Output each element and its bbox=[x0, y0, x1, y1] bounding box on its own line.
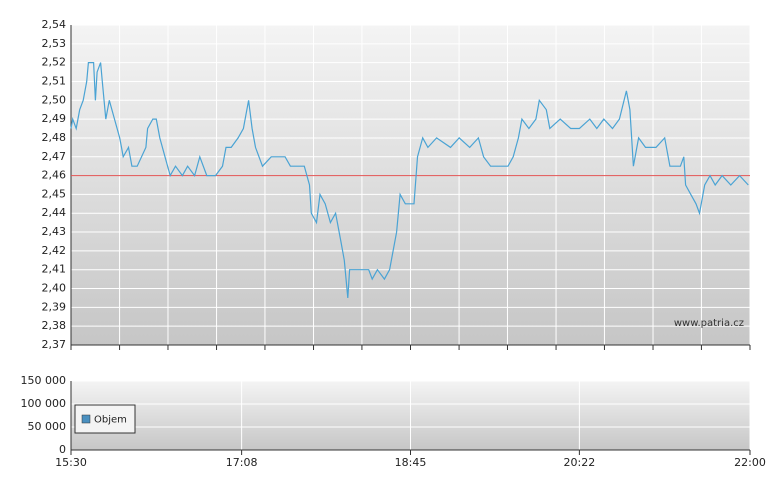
y-tick-label: 100 000 bbox=[21, 397, 67, 410]
y-tick-label: 2,46 bbox=[42, 169, 67, 182]
y-tick-label: 2,38 bbox=[42, 319, 67, 332]
y-tick-label: 2,37 bbox=[42, 338, 67, 351]
y-tick-label: 2,52 bbox=[42, 56, 67, 69]
y-tick-label: 2,54 bbox=[42, 18, 67, 31]
y-tick-label: 2,51 bbox=[42, 74, 67, 87]
legend-label: Objem bbox=[94, 415, 127, 426]
y-tick-label: 2,53 bbox=[42, 37, 67, 50]
y-tick-label: 0 bbox=[59, 443, 66, 456]
x-tick-label: 17:08 bbox=[226, 456, 258, 469]
y-tick-label: 150 000 bbox=[21, 374, 67, 387]
y-tick-label: 2,43 bbox=[42, 225, 67, 238]
x-tick-label: 22:00 bbox=[734, 456, 766, 469]
y-tick-label: 2,45 bbox=[42, 187, 67, 200]
x-tick-label: 15:30 bbox=[55, 456, 87, 469]
y-tick-label: 2,41 bbox=[42, 263, 67, 276]
y-tick-label: 50 000 bbox=[28, 420, 67, 433]
y-tick-label: 2,50 bbox=[42, 93, 67, 106]
y-tick-label: 2,49 bbox=[42, 112, 67, 125]
y-tick-label: 2,47 bbox=[42, 150, 67, 163]
price-line bbox=[70, 62, 749, 298]
watermark: www.patria.cz bbox=[674, 318, 744, 329]
legend-swatch bbox=[81, 414, 91, 424]
x-tick-label: 20:22 bbox=[564, 456, 596, 469]
y-tick-label: 2,48 bbox=[42, 131, 67, 144]
x-tick-label: 18:45 bbox=[395, 456, 427, 469]
y-tick-label: 2,42 bbox=[42, 244, 67, 257]
y-tick-label: 2,40 bbox=[42, 282, 67, 295]
y-tick-label: 2,44 bbox=[42, 206, 67, 219]
y-tick-label: 2,39 bbox=[42, 300, 67, 313]
